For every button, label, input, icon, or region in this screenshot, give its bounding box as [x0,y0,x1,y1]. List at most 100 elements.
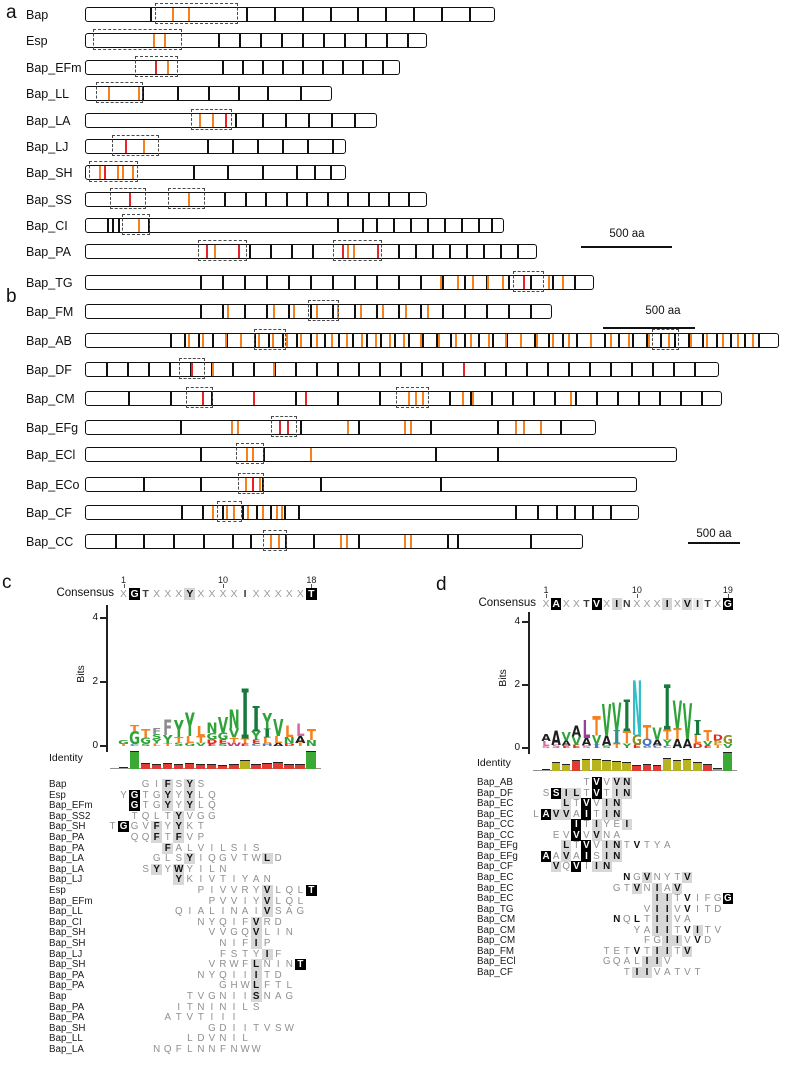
sequence-char: T [603,787,610,799]
logo-letter: T [119,743,129,747]
consensus-char: I [662,598,673,610]
segment-boundary [382,61,384,74]
domain-tick-orange [472,276,475,289]
identity-bar [306,751,316,769]
sequence-char: I [611,787,622,799]
sequence-char: G [602,956,611,968]
segment-boundary [268,334,270,347]
sequence-char: N [197,1001,205,1013]
sequence-char: L [198,800,204,812]
sequence-char: N [219,863,227,875]
bar-row-label: Bap_FM [26,305,74,319]
segment-boundary [148,363,150,376]
logo-letter: T [307,728,316,745]
sequence-char: V [186,1012,194,1024]
segment-boundary [107,219,109,232]
domain-tick-orange [552,334,555,347]
sequence-char: A [573,808,580,820]
domain-tick-red [287,421,290,434]
bar-row-label: Bap_LJ [26,140,69,154]
ruler-tick [546,594,548,598]
logo-letter: T [141,727,151,741]
sequence-char: G [713,893,722,905]
sequence-char: D [219,1022,227,1034]
segment-boundary [295,363,297,376]
sequence-name: Bap_AB [477,777,513,788]
sequence-name: Bap_EC [477,871,514,883]
dashed-highlight-box [308,300,339,321]
dashed-highlight-box [271,416,297,437]
sequence-name: Bap_FM [477,945,515,957]
sequence-char: A [541,808,552,820]
sequence-char: T [186,991,193,1002]
segment-boundary [127,363,129,376]
sequence-char: V [653,966,661,978]
segment-boundary [308,114,310,127]
segment-boundary [497,421,499,434]
segment-boundary [492,334,494,347]
sequence-char: A [623,956,631,968]
consensus-char: X [714,598,722,610]
sequence-char: I [221,906,225,918]
sequence-name: Bap_PA [49,832,85,843]
segment-boundary [447,535,449,548]
sequence-char: N [219,938,227,949]
segment-boundary [617,392,619,405]
logo-letter: G [217,730,228,742]
segment-boundary [618,334,620,347]
sequence-char: L [561,798,572,810]
domain-tick-orange [404,421,407,434]
sequence-char: T [583,819,590,831]
domain-tick-orange [405,305,408,318]
segment-boundary [358,421,360,434]
logo-letter: E [218,739,227,745]
domain-bar [85,218,504,233]
bar-row-label: Bap_PA [26,245,71,259]
segment-boundary [560,421,562,434]
logo-letter: G [723,733,733,747]
sequence-char: V [591,777,602,788]
segment-boundary [701,392,703,405]
sequence-char: T [142,789,149,801]
segment-boundary [218,34,220,47]
sequence-char: I [601,850,612,862]
sequence-char: V [583,829,590,841]
sequence-char: T [674,945,681,957]
sequence-char: V [571,861,582,873]
sequence-name: Bap_TG [477,903,514,915]
logo-letter: E [703,745,711,749]
domain-tick-orange [258,334,261,347]
sequence-char: A [252,874,260,886]
sequence-char: Q [130,832,139,843]
domain-tick-orange [404,535,407,548]
sequence-char: I [631,966,642,978]
sequence-char: Q [174,906,183,918]
sequence-char: Q [241,927,249,939]
sequence-name: Bap_CC [477,829,515,841]
domain-tick-orange [199,114,202,127]
logo-letter: E [241,743,250,747]
sequence-char: I [696,893,699,905]
logo-letter: E [562,745,570,749]
sequence-char: I [652,956,663,968]
domain-tick-orange [212,114,215,127]
sequence-char: N [611,808,622,820]
segment-boundary [332,276,334,289]
segment-boundary [638,392,640,405]
segment-boundary [610,506,612,519]
logo-letter: Y [250,729,262,743]
identity-bar [662,758,672,771]
segment-boundary [244,276,246,289]
sequence-char: L [187,1044,193,1055]
segment-boundary [298,506,300,519]
sequence-char: I [662,914,673,926]
sequence-char: I [662,893,673,905]
logo-letter: S [582,745,591,749]
identity-bar [284,763,294,769]
domain-tick-red [377,245,380,258]
domain-bar [85,505,639,520]
sequence-char: V [263,1022,271,1034]
domain-tick-orange [382,305,385,318]
segment-boundary [575,392,577,405]
consensus-char: G [129,588,141,600]
